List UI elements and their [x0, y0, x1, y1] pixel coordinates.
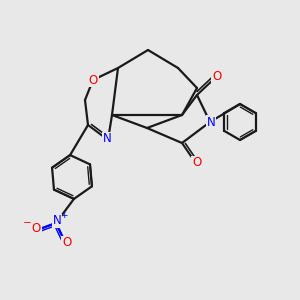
Text: O: O: [88, 74, 98, 86]
Text: O: O: [212, 70, 222, 83]
Text: +: +: [60, 211, 68, 220]
Text: N: N: [52, 214, 62, 227]
Text: −: −: [22, 218, 32, 228]
Text: O: O: [32, 223, 40, 236]
Text: O: O: [192, 157, 202, 169]
Text: O: O: [62, 236, 72, 250]
Text: N: N: [103, 133, 111, 146]
Text: N: N: [207, 116, 215, 128]
